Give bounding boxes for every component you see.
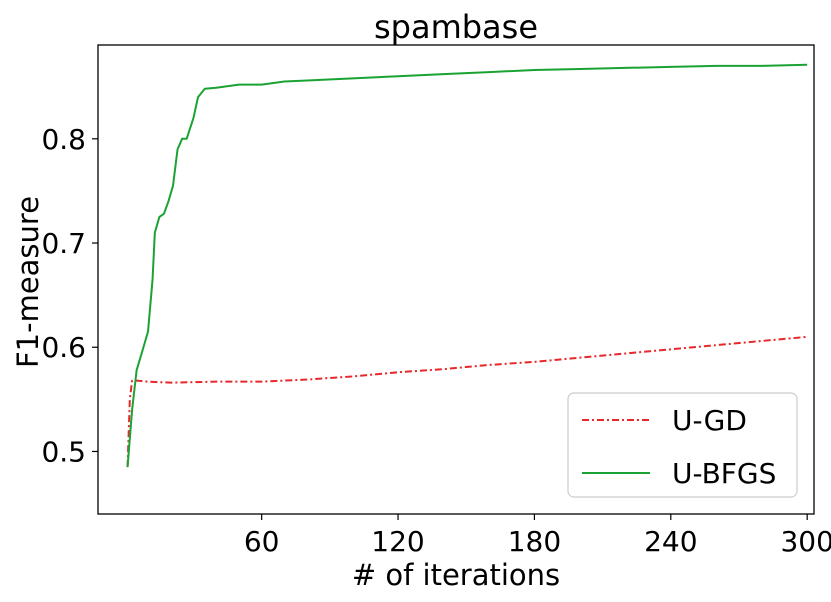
series-line-0 bbox=[126, 335, 808, 468]
x-tick-label: 300 bbox=[780, 525, 831, 558]
y-axis: 0.5 0.6 0.7 0.8 bbox=[41, 123, 98, 468]
y-tick-label: 0.5 bbox=[41, 435, 86, 468]
x-axis-label: # of iterations bbox=[352, 558, 560, 592]
plot-frame bbox=[97, 44, 815, 515]
legend-label: U-BFGS bbox=[672, 457, 776, 490]
x-axis: 60 120 180 240 300 bbox=[244, 514, 831, 558]
x-tick-label: 180 bbox=[508, 525, 561, 558]
y-tick-label: 0.7 bbox=[41, 227, 86, 260]
legend: U-GD U-BFGS bbox=[567, 392, 798, 498]
series-layer bbox=[126, 63, 808, 468]
chart-title: spambase bbox=[374, 8, 538, 46]
x-tick-label: 60 bbox=[244, 525, 280, 558]
y-tick-label: 0.6 bbox=[41, 331, 86, 364]
x-tick-label: 240 bbox=[644, 525, 697, 558]
legend-label: U-GD bbox=[672, 404, 747, 437]
series-line-1 bbox=[126, 63, 808, 468]
y-axis-label: F1-measure bbox=[11, 196, 45, 368]
y-tick-label: 0.8 bbox=[41, 123, 86, 156]
legend-box bbox=[567, 392, 798, 498]
x-tick-label: 120 bbox=[371, 525, 424, 558]
